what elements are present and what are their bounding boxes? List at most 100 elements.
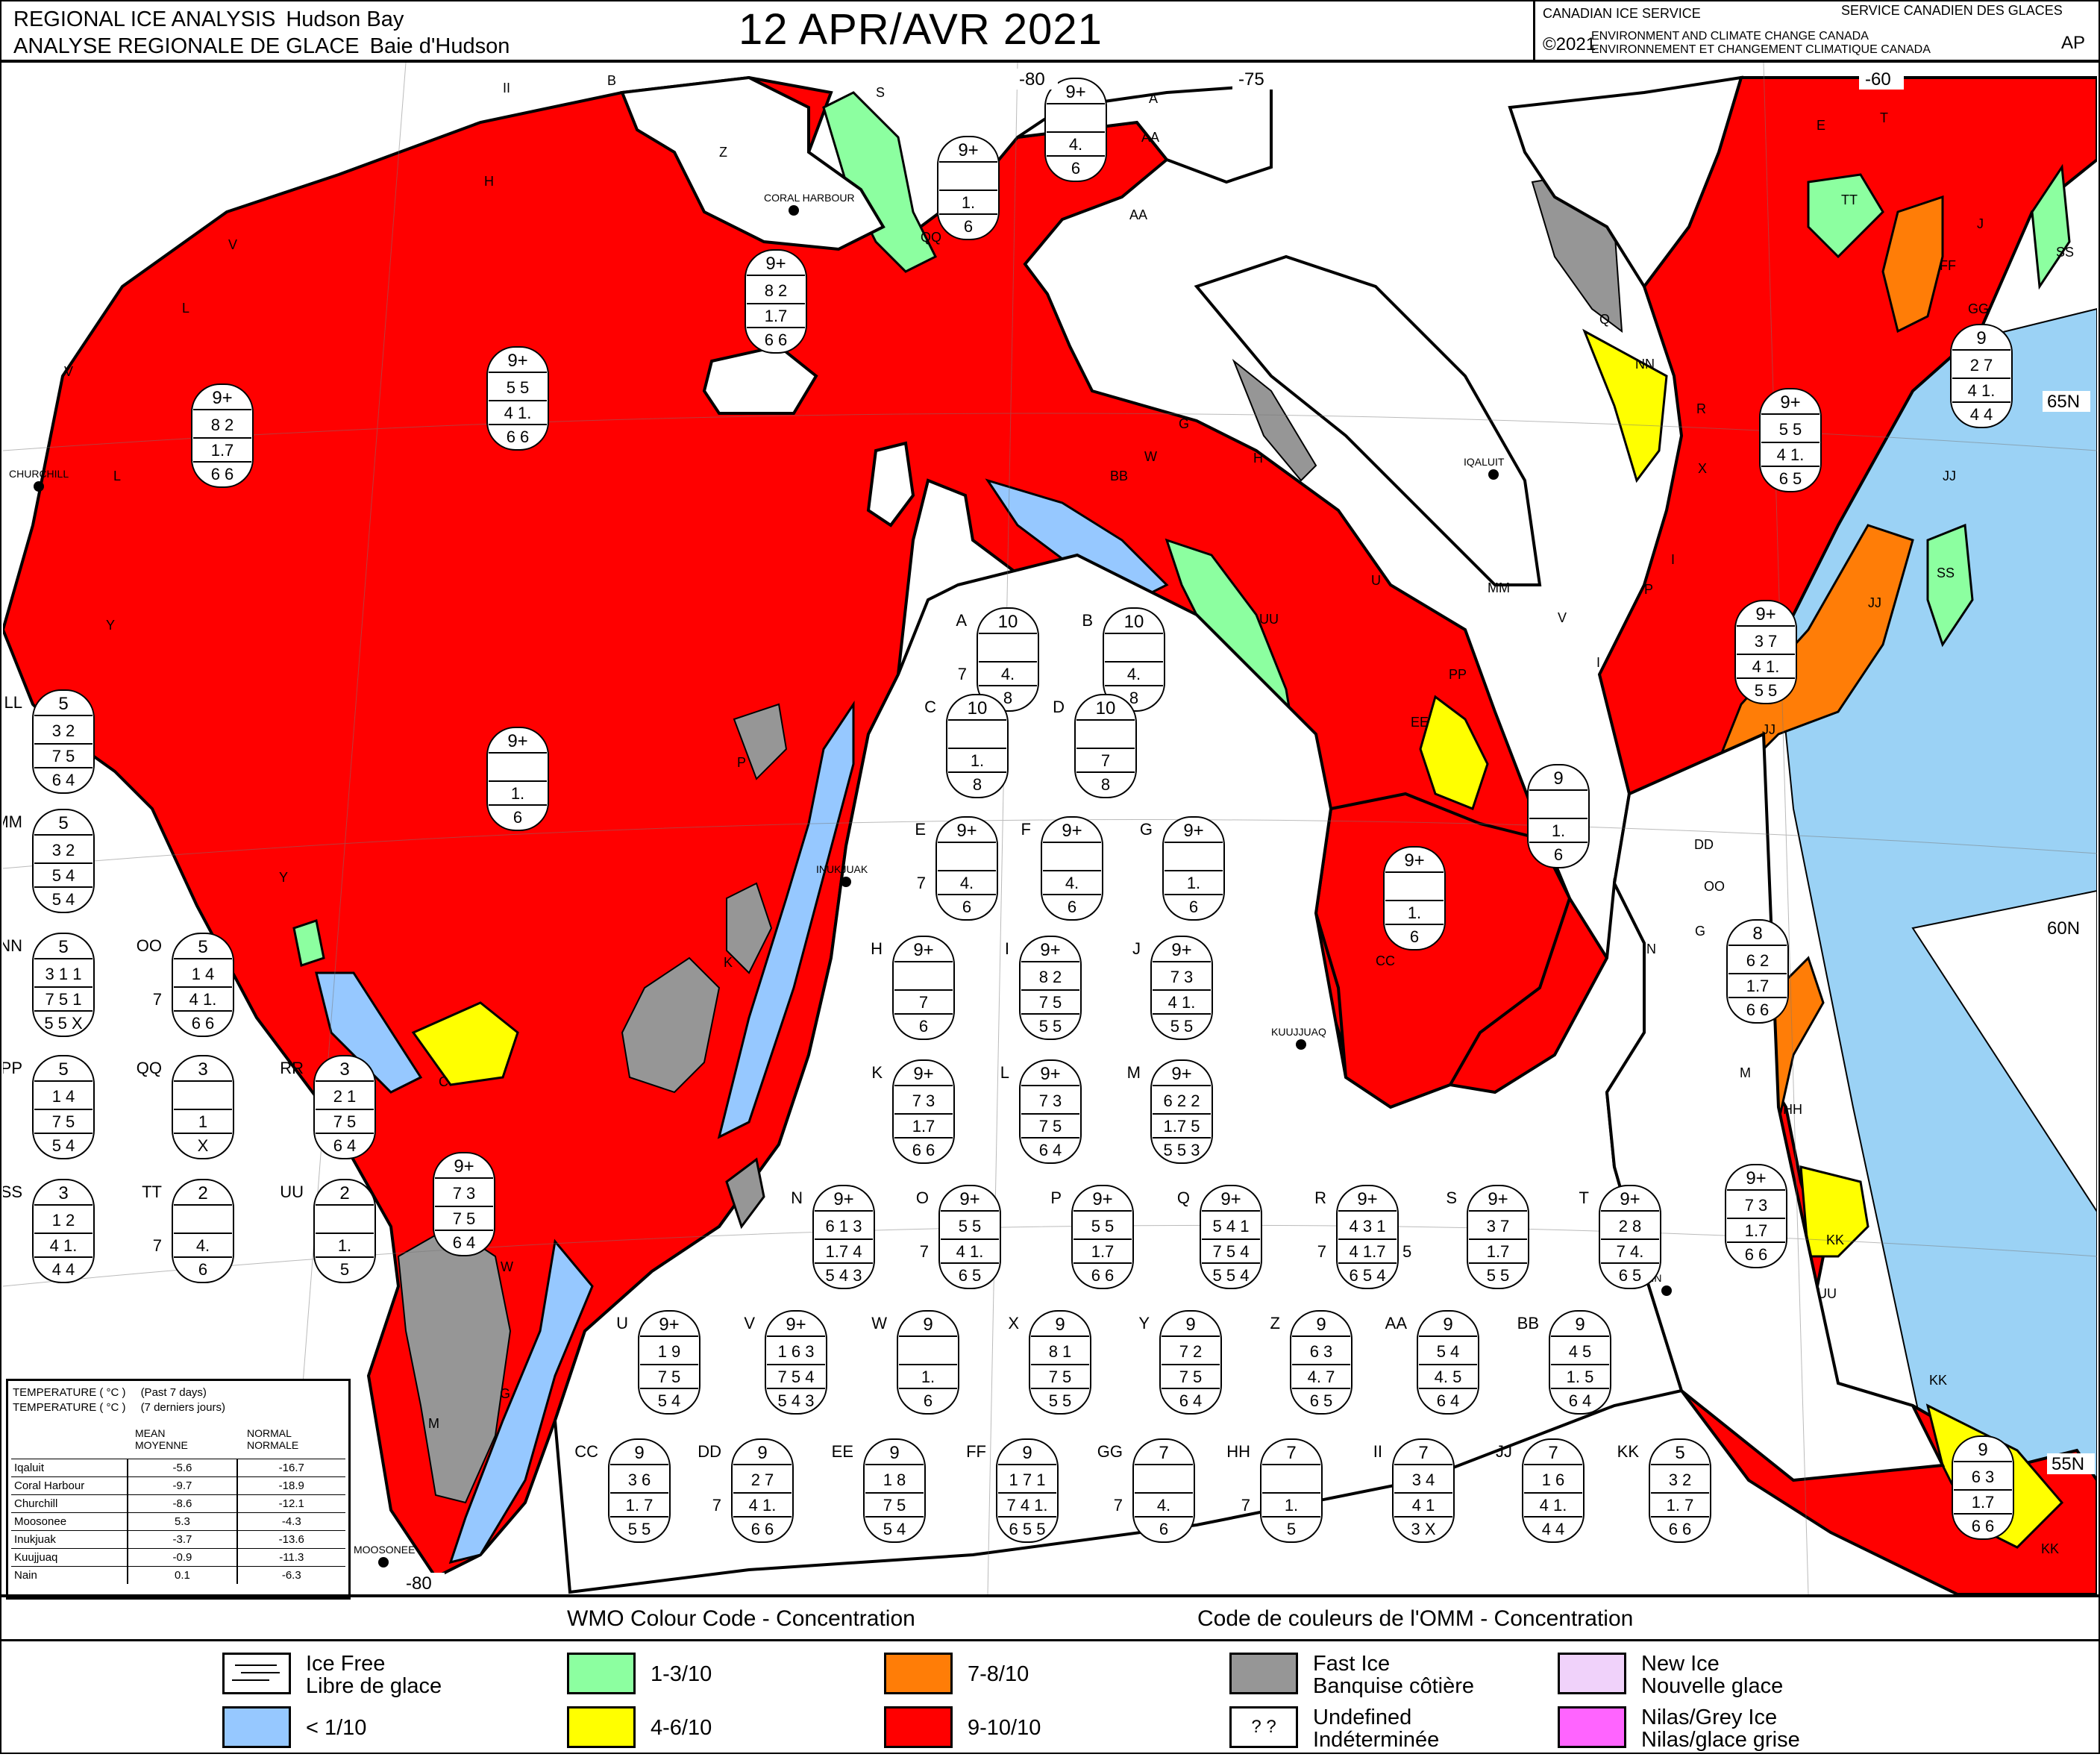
temperature-station: Iqaluit bbox=[11, 1459, 128, 1477]
region-letter: P bbox=[737, 755, 746, 770]
region-letter: UU bbox=[1817, 1286, 1837, 1301]
coord-label-bg bbox=[2043, 391, 2090, 412]
temperature-period-en: (Past 7 days) bbox=[140, 1386, 207, 1399]
egg-region-id: SS bbox=[3, 1183, 22, 1201]
agency-en: CANADIAN ICE SERVICE bbox=[1543, 6, 1701, 21]
place-label: CORAL HARBOUR bbox=[764, 192, 855, 204]
egg-form-of-ice: 6 5 bbox=[1619, 1266, 1642, 1285]
latitude-label: 55N bbox=[2052, 1454, 2084, 1474]
longitude-label: -80 bbox=[1019, 69, 1045, 90]
egg-concentration: 9 bbox=[634, 1443, 644, 1463]
egg-concentration: 9 bbox=[1976, 328, 1986, 348]
egg-form-of-ice: 5 4 bbox=[883, 1520, 906, 1538]
egg-partial-concentrations: 8 2 bbox=[211, 416, 234, 434]
egg-region-id: X bbox=[1008, 1314, 1019, 1332]
region-letter: R bbox=[1696, 401, 1706, 416]
temperature-mean: -0.9 bbox=[127, 1548, 237, 1567]
egg-form-of-ice: 6 6 bbox=[912, 1141, 935, 1159]
region-letter: KK bbox=[1929, 1373, 1947, 1388]
egg-stage-of-development: 4. bbox=[960, 874, 974, 892]
egg-form-of-ice: 6 bbox=[1554, 845, 1563, 864]
egg-side-value: 7 bbox=[920, 1242, 929, 1261]
egg-concentration: 8 bbox=[1752, 924, 1762, 944]
map-egg-9: 9+ 1. 6 bbox=[1383, 846, 1446, 950]
map-egg-11: 9+ 5 5 4 1. 6 5 bbox=[1759, 388, 1822, 492]
egg-region-id: Q bbox=[1177, 1188, 1190, 1207]
egg-region-id: O bbox=[916, 1188, 929, 1207]
egg-side-value: 7 bbox=[1114, 1496, 1123, 1515]
fast-ice-area bbox=[1232, 358, 1317, 482]
concentration-4-6-area bbox=[411, 1001, 519, 1086]
egg-stage-of-development: 4 1 bbox=[1412, 1496, 1435, 1515]
egg-concentration: 9+ bbox=[1092, 1189, 1112, 1209]
concentration-1-3-area bbox=[1926, 523, 1974, 648]
temperature-station: Inukjuak bbox=[11, 1530, 128, 1549]
egg-form-of-ice: 6 6 bbox=[1745, 1245, 1768, 1264]
place-marker bbox=[789, 205, 799, 216]
place-marker bbox=[1296, 1039, 1306, 1050]
title-en: REGIONAL ICE ANALYSIS bbox=[13, 7, 276, 31]
temperature-row: Moosonee 5.3 -4.3 bbox=[11, 1512, 345, 1531]
egg-code-ss: 3 1 2 4 1. 4 4 SS bbox=[3, 1179, 95, 1283]
egg-side-value: 7 bbox=[153, 1236, 162, 1255]
place-marker bbox=[1488, 469, 1499, 480]
coord-label-bg bbox=[2047, 1453, 2095, 1474]
egg-stage-of-development: 1 bbox=[198, 1112, 207, 1131]
egg-partial-concentrations: 2 8 bbox=[1619, 1217, 1642, 1235]
region-letter: J bbox=[1977, 216, 1984, 231]
map-egg-5: 9+ 8 2 1.7 6 6 bbox=[191, 383, 254, 488]
egg-form-of-ice: 6 4 bbox=[1437, 1391, 1460, 1410]
copyright: ©2021 bbox=[1543, 34, 1596, 54]
egg-side-value: 7 bbox=[917, 874, 926, 892]
egg-form-of-ice: 5 4 bbox=[658, 1391, 681, 1410]
egg-form-of-ice: 6 5 bbox=[959, 1266, 982, 1285]
egg-stage-of-development: 4. bbox=[1001, 665, 1015, 683]
map-egg-8: 91.6 bbox=[1527, 764, 1590, 868]
swatch-fast-ice bbox=[1229, 1653, 1298, 1694]
egg-stage-of-development: 7 5 bbox=[1039, 993, 1062, 1012]
egg-partial-concentrations: 1 4 bbox=[192, 965, 215, 983]
egg-code-uu: 2 1. 5 UU bbox=[280, 1179, 376, 1283]
swatch-nilas bbox=[1558, 1706, 1626, 1748]
egg-concentration: 9 bbox=[1022, 1443, 1032, 1463]
egg-stage-of-development: 4. bbox=[1069, 135, 1082, 154]
place-marker bbox=[378, 1557, 389, 1567]
egg-partial-concentrations: 1 6 bbox=[1542, 1471, 1565, 1489]
egg-code-v: 9+ 1 6 3 7 5 4 5 4 3 V bbox=[744, 1310, 827, 1415]
egg-partial-concentrations: 2 7 bbox=[1970, 356, 1993, 375]
map-egg-codes: 9+4.69+1.69+8 21.76 69+5 54 1.6 69+8 21.… bbox=[191, 78, 2014, 1540]
map-egg-14: 9+ 7 3 1.7 6 6 bbox=[1725, 1164, 1787, 1268]
egg-form-of-ice: 5 5 X bbox=[44, 1014, 83, 1033]
egg-form-of-ice: 6 4 bbox=[1569, 1391, 1592, 1410]
egg-concentration: 5 bbox=[198, 937, 207, 957]
department-en: ENVIRONMENT AND CLIMATE CHANGE CANADA bbox=[1591, 30, 1869, 43]
egg-concentration: 10 bbox=[1096, 698, 1116, 718]
egg-partial-concentrations: 3 4 bbox=[1412, 1471, 1435, 1489]
egg-stage-of-development: 4 1. bbox=[50, 1236, 78, 1255]
legend-9-10: 9-10/10 bbox=[884, 1706, 1182, 1754]
col-mean-fr: MOYENNE bbox=[135, 1439, 188, 1451]
egg-form-of-ice: 6 bbox=[1071, 159, 1080, 178]
col-normal-fr: NORMALE bbox=[247, 1439, 299, 1451]
ice-map: 9+4.69+1.69+8 21.76 69+5 54 1.6 69+8 21.… bbox=[3, 63, 2097, 1594]
egg-code-bb: 9 4 5 1. 5 6 4 BB bbox=[1517, 1310, 1611, 1415]
map-egg-1: 9+ 4. 6 bbox=[1044, 78, 1107, 182]
product-code: AP bbox=[2061, 33, 2086, 53]
egg-stage-of-development: 1. bbox=[962, 193, 975, 212]
region-letter: MM bbox=[1488, 580, 1510, 595]
egg-region-id: C bbox=[924, 698, 936, 716]
region-letter: S bbox=[876, 85, 885, 100]
egg-code-e: 9+ 4. 6 E 7 bbox=[915, 816, 998, 921]
egg-region-id: TT bbox=[142, 1183, 162, 1201]
region-letter: DD bbox=[1694, 837, 1714, 852]
longitude-label: -75 bbox=[1238, 69, 1264, 90]
region-letter: PP bbox=[1449, 667, 1467, 682]
egg-stage-of-development: 1. bbox=[1408, 903, 1421, 922]
map-egg-12: 9+ 3 7 4 1. 5 5 bbox=[1734, 600, 1797, 704]
egg-stage-of-development: 1. bbox=[511, 784, 524, 803]
egg-code-ii: 7 3 4 4 1 3 X II bbox=[1373, 1438, 1455, 1543]
egg-stage-of-development: 1.7 bbox=[1972, 1493, 1995, 1512]
region-letter: AA bbox=[1141, 130, 1159, 145]
egg-stage-of-development: 7 4 1. bbox=[1006, 1496, 1047, 1515]
